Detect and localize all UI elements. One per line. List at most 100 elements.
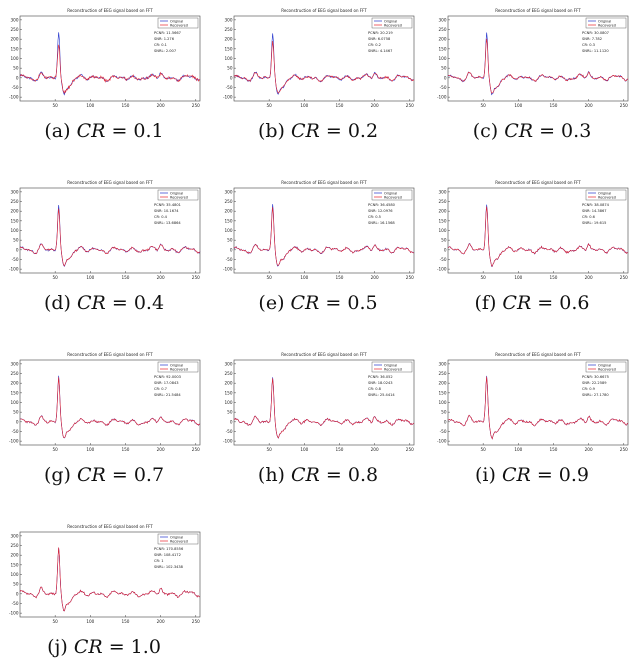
y-tick-label: 200 [439, 381, 447, 386]
x-tick-label: 200 [585, 103, 593, 108]
series-original-line [234, 377, 414, 438]
y-tick-label: 0 [444, 75, 447, 80]
stat-annotation: PCNR: 30.6675 [582, 375, 609, 379]
x-tick-label: 100 [300, 447, 308, 452]
caption-variable: CR [291, 120, 320, 142]
caption-label: (c) [473, 120, 505, 142]
y-tick-label: 150 [11, 390, 19, 395]
y-tick-label: 50 [441, 410, 447, 415]
y-tick-label: 300 [439, 361, 447, 366]
series-original-line [448, 376, 628, 439]
stat-annotation: SNRL: 25.4414 [368, 393, 395, 397]
y-tick-label: 0 [230, 75, 233, 80]
x-tick-label: 150 [549, 103, 557, 108]
legend-entry: Recovered [170, 539, 188, 543]
stat-annotation: PCNR: 92.0003 [154, 375, 181, 379]
series-original-line [448, 32, 628, 94]
y-tick-label: 150 [439, 390, 447, 395]
y-tick-label: 300 [225, 361, 233, 366]
chart-panel-a: Reconstruction of EEG signal based on FF… [6, 6, 202, 111]
chart-panel-c: Reconstruction of EEG signal based on FF… [434, 6, 630, 111]
y-tick-label: 100 [225, 400, 233, 405]
x-tick-label: 100 [300, 275, 308, 280]
x-tick-label: 250 [406, 103, 414, 108]
stat-annotation: CR: 0.6 [582, 215, 596, 219]
x-tick-label: 200 [157, 103, 165, 108]
chart-panel-h: Reconstruction of EEG signal based on FF… [220, 350, 416, 455]
subfigure-caption-i: (i) CR = 0.9 [432, 464, 632, 486]
y-tick-label: 0 [16, 247, 19, 252]
caption-variable: CR [77, 120, 106, 142]
x-tick-label: 50 [266, 447, 272, 452]
subfigure-caption-g: (g) CR = 0.7 [4, 464, 204, 486]
x-tick-label: 50 [480, 103, 486, 108]
chart-title: Reconstruction of EEG signal based on FF… [67, 180, 153, 185]
legend-entry: Recovered [384, 23, 402, 27]
subfigure-caption-c: (c) CR = 0.3 [432, 120, 632, 142]
stat-annotation: CR: 0.2 [368, 43, 381, 47]
x-tick-label: 250 [192, 447, 200, 452]
series-original-line [20, 32, 200, 94]
stat-annotation: SNRL: 2.007 [154, 49, 176, 53]
x-tick-label: 200 [371, 103, 379, 108]
stat-annotation: SNRL: 4.1467 [368, 49, 392, 53]
stat-annotation: SNRL: 16.1568 [368, 221, 395, 225]
caption-variable: CR [291, 464, 320, 486]
axes-frame [234, 16, 414, 101]
legend-entry: Recovered [598, 23, 616, 27]
caption-label: (i) [475, 464, 502, 486]
x-tick-label: 200 [157, 619, 165, 624]
stat-annotation: SNR: 18.0243 [368, 381, 393, 385]
y-tick-label: 200 [439, 37, 447, 42]
y-tick-label: 50 [441, 66, 447, 71]
caption-variable: CR [77, 292, 106, 314]
series-recovered-line [20, 548, 200, 611]
y-tick-label: -100 [437, 267, 447, 272]
stat-annotation: SNRL: 11.1120 [582, 49, 609, 53]
y-tick-label: 300 [11, 361, 19, 366]
x-tick-label: 50 [52, 103, 58, 108]
subfigure-caption-j: (j) CR = 1.0 [4, 636, 204, 658]
stat-annotation: PCNR: 20.219 [368, 31, 393, 35]
y-tick-label: -50 [12, 429, 19, 434]
caption-value: = 0.5 [319, 292, 377, 314]
y-tick-label: 250 [225, 199, 233, 204]
y-tick-label: 50 [13, 410, 19, 415]
x-tick-label: 150 [121, 447, 129, 452]
x-tick-label: 200 [157, 447, 165, 452]
subfigure-caption-f: (f) CR = 0.6 [432, 292, 632, 314]
legend-entry: Recovered [384, 195, 402, 199]
y-tick-label: 250 [11, 27, 19, 32]
y-tick-label: 0 [230, 419, 233, 424]
caption-value: = 0.3 [533, 120, 591, 142]
caption-label: (e) [258, 292, 290, 314]
stat-annotation: PCNR: 36.4580 [368, 203, 396, 207]
y-tick-label: -100 [437, 95, 447, 100]
chart-panel-d: Reconstruction of EEG signal based on FF… [6, 178, 202, 283]
y-tick-label: 150 [11, 562, 19, 567]
chart-panel-g: Reconstruction of EEG signal based on FF… [6, 350, 202, 455]
series-original-line [448, 205, 628, 267]
chart-title: Reconstruction of EEG signal based on FF… [281, 352, 367, 357]
stat-annotation: SNRL: 13.6864 [154, 221, 181, 225]
axes-frame [20, 360, 200, 445]
x-tick-label: 150 [549, 447, 557, 452]
series-original-line [20, 376, 200, 438]
y-tick-label: -100 [437, 439, 447, 444]
y-tick-label: -50 [12, 601, 19, 606]
stat-annotation: SNRL: 19.615 [582, 221, 606, 225]
caption-variable: CR [502, 464, 531, 486]
x-tick-label: 100 [514, 447, 522, 452]
caption-label: (d) [44, 292, 77, 314]
stat-annotation: PCNR: 35.4801 [154, 203, 181, 207]
chart-title: Reconstruction of EEG signal based on FF… [281, 180, 367, 185]
y-tick-label: -50 [440, 429, 447, 434]
y-tick-label: 300 [11, 189, 19, 194]
chart-svg-h: Reconstruction of EEG signal based on FF… [220, 350, 416, 455]
axes-frame [234, 188, 414, 273]
chart-title: Reconstruction of EEG signal based on FF… [495, 180, 581, 185]
chart-svg-f: Reconstruction of EEG signal based on FF… [434, 178, 630, 283]
stat-annotation: CR: 0.5 [368, 215, 381, 219]
y-tick-label: 100 [11, 228, 19, 233]
axes-frame [448, 16, 628, 101]
